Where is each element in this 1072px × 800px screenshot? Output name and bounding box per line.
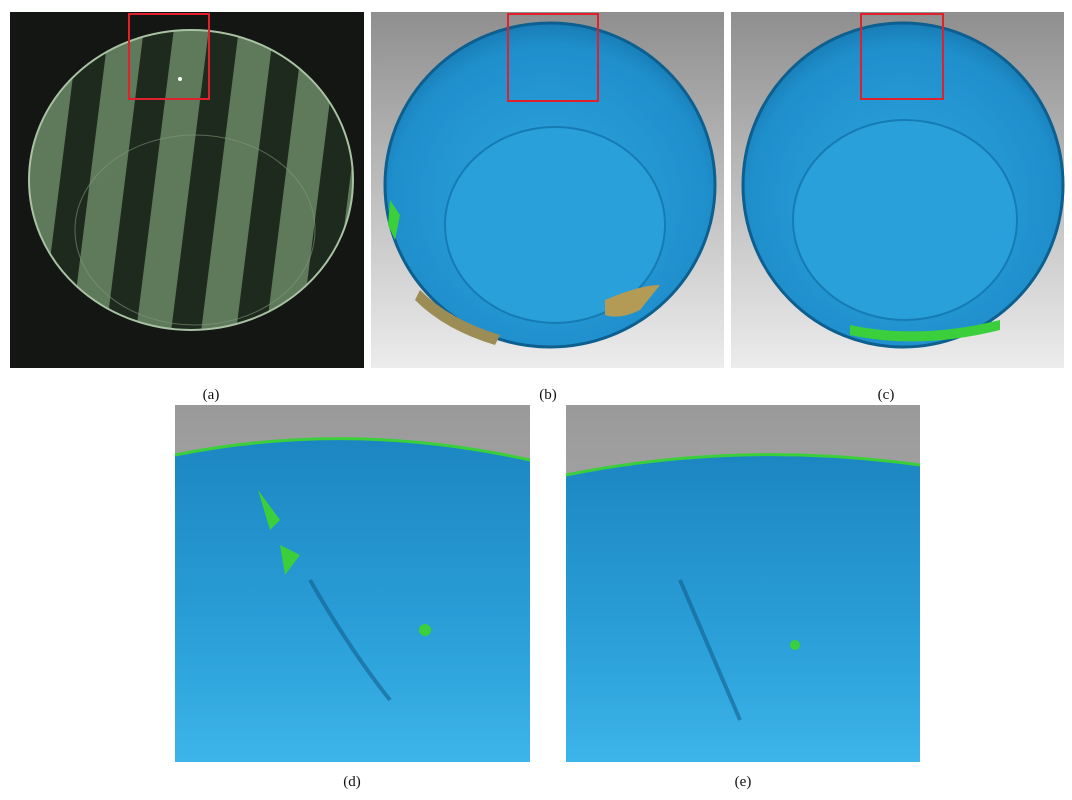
- figure: (a) (b) (c) (d) (e): [0, 0, 1072, 795]
- subfigure-label: (b): [539, 387, 557, 403]
- subfigure-label: (d): [343, 774, 361, 790]
- subfigure-label: (a): [203, 387, 220, 403]
- subfigure-label: (e): [735, 774, 752, 790]
- subfigure-label: (c): [878, 387, 895, 403]
- panel-d: [175, 405, 530, 762]
- page: {"figure": {"labels": ["(a)", "(b)", "(c…: [0, 0, 1072, 795]
- panel-b: [371, 12, 724, 368]
- panel-a: [10, 12, 370, 368]
- panel-e: [566, 405, 920, 762]
- panel-c: [731, 12, 1064, 368]
